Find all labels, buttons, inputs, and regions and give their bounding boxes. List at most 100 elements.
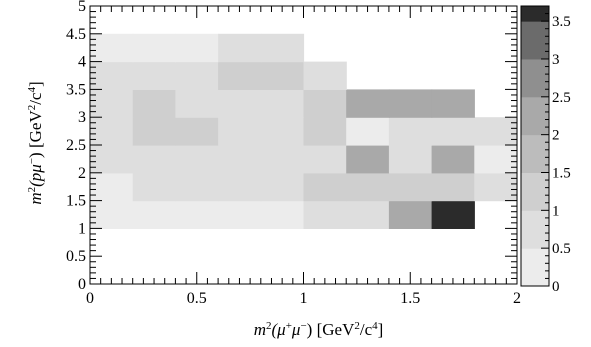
y-tick-label: 0.5: [66, 248, 86, 265]
x-label-post: ) [GeV: [307, 320, 355, 339]
colorbar-level-0: [521, 248, 549, 287]
heatmap-cells: [90, 33, 518, 229]
y-tick-label: 3: [78, 109, 86, 126]
colorbar-tick-label: 3.5: [552, 14, 571, 30]
y-tick-label: 3.5: [66, 81, 86, 98]
x-tick-label: 2: [513, 290, 521, 307]
x-label-post2: /c: [360, 320, 373, 339]
heatmap-cell-r3-c2: [175, 117, 219, 146]
heatmap-cell-r3-c0: [90, 117, 134, 146]
heatmap-cell-r5-c0: [90, 61, 134, 90]
heatmap-cell-r2-c8: [431, 145, 475, 174]
x-label-sup3: −: [300, 320, 306, 332]
heatmap-cell-r4-c4: [260, 89, 305, 118]
heatmap-cell-r3-c3: [218, 117, 262, 146]
colorbar-level-6: [521, 21, 549, 60]
y-label-mid: (pμ: [26, 164, 45, 187]
heatmap-cell-r3-c8: [431, 117, 475, 146]
heatmap-cell-r0-c5: [303, 200, 347, 229]
heatmap-cell-r2-c0: [90, 145, 134, 174]
heatmap-cell-r1-c0: [90, 172, 134, 202]
heatmap-cell-r0-c7: [388, 200, 433, 229]
x-label-end: ]: [378, 320, 384, 339]
y-tick-label: 4: [78, 54, 86, 71]
x-tick-label: 1.5: [400, 290, 420, 307]
y-label-post2: /c: [26, 92, 45, 105]
heatmap-cell-r3-c7: [388, 117, 433, 146]
y-tick-label: 5: [78, 0, 86, 15]
heatmap-cell-r3-c1: [132, 117, 176, 146]
heatmap-cell-r2-c2: [175, 145, 219, 174]
heatmap-cell-r1-c3: [218, 172, 262, 202]
y-label-post: ) [GeV: [26, 110, 45, 158]
y-label-pre: m: [26, 192, 45, 204]
heatmap-cell-r1-c7: [388, 172, 433, 202]
heatmap-cell-r6-c2: [175, 33, 219, 63]
heatmap-cell-r1-c1: [132, 172, 176, 202]
heatmap-cell-r6-c3: [218, 33, 262, 63]
y-tick-label: 4.5: [66, 26, 86, 43]
colorbar-tick-label: 2: [552, 128, 560, 144]
heatmap-cell-r2-c7: [388, 145, 433, 174]
x-label-mid2: μ: [291, 320, 301, 339]
heatmap-cell-r2-c6: [346, 145, 390, 174]
colorbar-level-3: [521, 134, 549, 173]
x-tick-label: 0: [86, 290, 94, 307]
heatmap-cell-r4-c7: [388, 89, 433, 118]
heatmap-cell-r6-c1: [132, 33, 176, 63]
heatmap-cell-r4-c2: [175, 89, 219, 118]
colorbar-level-4: [521, 96, 549, 136]
x-label-mid: (μ: [271, 320, 285, 339]
heatmap-cell-r5-c4: [260, 61, 305, 90]
heatmap-cell-r4-c8: [431, 89, 475, 118]
heatmap-cell-r6-c4: [260, 33, 305, 63]
colorbar-level-5: [521, 58, 549, 98]
heatmap-cell-r2-c1: [132, 145, 176, 174]
y-label-sup1: 2: [26, 187, 38, 193]
x-tick-label: 0.5: [187, 290, 207, 307]
heatmap-cell-r4-c5: [303, 89, 347, 118]
y-label-end: ]: [26, 81, 45, 87]
heatmap-cell-r2-c9: [474, 145, 518, 174]
colorbar-tick-label: 0: [552, 279, 560, 295]
colorbar-level-2: [521, 172, 549, 211]
y-tick-label: 1.5: [66, 193, 86, 210]
heatmap-cell-r4-c0: [90, 89, 134, 118]
y-label-sup2: −: [26, 158, 38, 164]
heatmap-cell-r2-c3: [218, 145, 262, 174]
colorbar-level-7: [521, 6, 549, 22]
x-label-sup4: 2: [354, 320, 360, 332]
y-label-sup4: 2: [26, 105, 38, 111]
heatmap-cell-r1-c6: [346, 172, 390, 202]
y-tick-label: 0: [78, 276, 86, 293]
x-axis-label: m2(μ+μ−) [GeV2/c4]: [254, 320, 384, 339]
heatmap-cell-r5-c5: [303, 61, 347, 90]
colorbar-tick-label: 2.5: [552, 90, 571, 106]
x-axis: 0 0.5 1 1.5 2: [86, 6, 521, 307]
colorbar: 0 0.5 1 1.5 2 2.5 3 3.5: [520, 5, 571, 295]
x-label-sup2: +: [286, 320, 292, 332]
colorbar-tick-label: 1.5: [552, 165, 571, 181]
heatmap-cell-r2-c5: [303, 145, 347, 174]
heatmap-cell-r1-c9: [474, 172, 518, 202]
heatmap-cell-r0-c1: [132, 200, 176, 229]
y-label-sup5: 4: [26, 87, 38, 93]
y-axis-label: m2(pμ−) [GeV2/c4]: [26, 81, 45, 204]
heatmap-cell-r0-c6: [346, 200, 390, 229]
x-label-sup1: 2: [266, 320, 272, 332]
colorbar-tick-label: 0.5: [552, 241, 571, 257]
x-tick-label: 1: [300, 290, 308, 307]
heatmap-cell-r4-c3: [218, 89, 262, 118]
heatmap-cell-r0-c2: [175, 200, 219, 229]
heatmap-cell-r2-c4: [260, 145, 305, 174]
colorbar-frame: [520, 5, 550, 287]
heatmap-cell-r0-c0: [90, 200, 134, 229]
colorbar-level-1: [521, 210, 549, 249]
heatmap-cell-r1-c4: [260, 172, 305, 202]
y-tick-label: 2: [78, 165, 86, 182]
x-label-pre: m: [254, 320, 266, 339]
heatmap-cell-r3-c9: [474, 117, 518, 146]
y-axis: 0 0.5 1 1.5 2 2.5 3 3.5 4 4.5 5: [66, 0, 517, 293]
y-tick-label: 1: [78, 220, 86, 237]
